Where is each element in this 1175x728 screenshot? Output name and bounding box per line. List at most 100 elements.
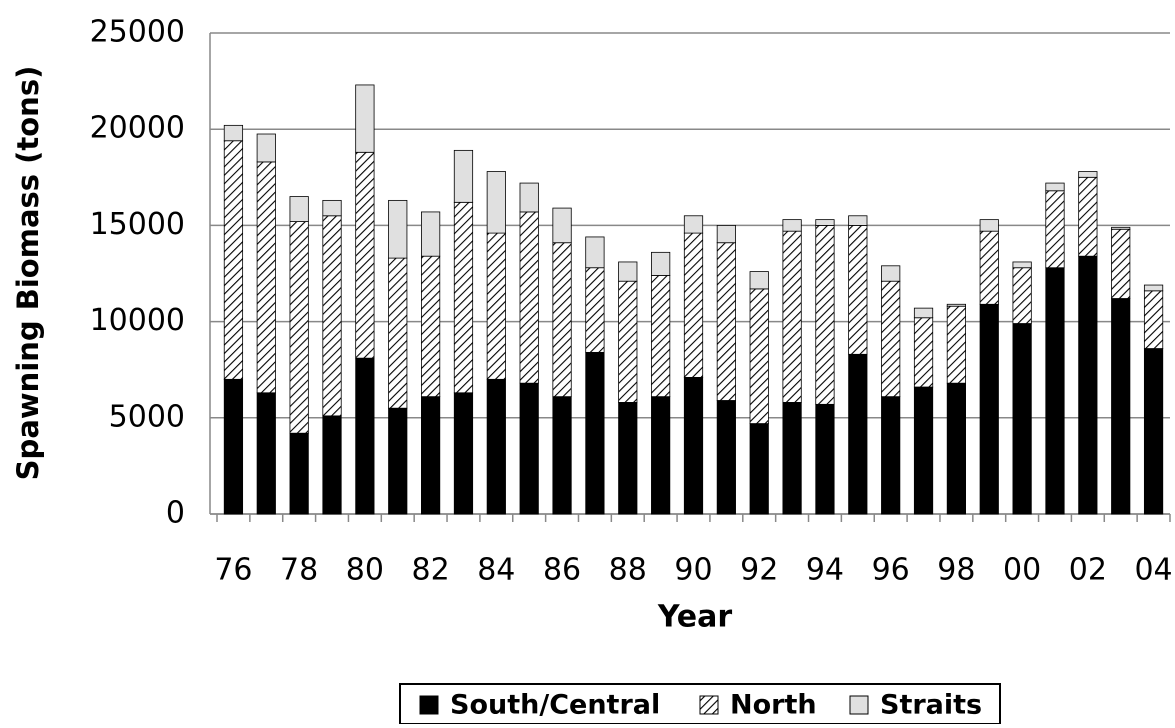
bar-segment — [552, 242, 572, 398]
x-tick-label: 98 — [937, 553, 975, 588]
x-tick-label: 88 — [609, 553, 647, 588]
legend-swatch — [419, 695, 439, 715]
bar-segment — [881, 396, 901, 515]
bar-segment — [486, 171, 506, 234]
bar-segment — [585, 351, 605, 515]
bar-segment — [815, 224, 835, 405]
legend-label: South/Central — [450, 690, 660, 721]
bar-segment — [355, 357, 375, 515]
bar-segment — [815, 219, 835, 226]
bar-segment — [881, 280, 901, 398]
bar-segment — [421, 255, 441, 398]
x-tick-label: 92 — [740, 553, 778, 588]
y-tick-label: 20000 — [90, 111, 185, 146]
bar-segment — [453, 149, 474, 203]
bar-segment — [881, 265, 901, 282]
bar-segment — [913, 386, 934, 515]
bar-segment — [519, 182, 539, 213]
y-tick-label: 0 — [166, 496, 185, 531]
bar-segment — [1045, 182, 1065, 192]
bar-segment — [848, 353, 868, 515]
x-tick-label: 90 — [674, 553, 712, 588]
bar-segment — [322, 415, 342, 515]
bar-segment — [421, 396, 441, 515]
bar-segment — [1045, 267, 1065, 515]
bar-segment — [848, 215, 868, 226]
bar-segment — [1012, 261, 1032, 269]
bar-segment — [256, 161, 276, 394]
x-tick-label: 78 — [280, 553, 318, 588]
bar-segment — [946, 382, 966, 515]
bar-segment — [519, 382, 539, 515]
bar-segment — [749, 271, 769, 290]
bar-segment — [1078, 255, 1098, 515]
x-tick-label: 02 — [1069, 553, 1107, 588]
bar-segment — [256, 392, 276, 515]
bar-segment — [749, 423, 769, 515]
x-tick-label: 76 — [214, 553, 252, 588]
plot: 0 5000 10000 15000 20000 25000 76 78 80 82 84 86 88 9… — [90, 15, 1173, 588]
x-tick-label: 86 — [543, 553, 581, 588]
bar-segment — [223, 378, 244, 515]
bar-segment — [1111, 226, 1131, 230]
bar-segment — [979, 230, 999, 305]
bar-segment — [1143, 290, 1164, 349]
bar-segment — [388, 257, 408, 409]
bar-segment — [453, 201, 474, 394]
x-axis-label: Year — [657, 600, 733, 635]
y-tick-label: 15000 — [90, 207, 185, 242]
bar-segment — [946, 305, 966, 384]
bar-segment — [716, 224, 736, 244]
bar-segment — [782, 219, 802, 232]
bar-segment — [683, 215, 704, 234]
bar-segment — [421, 211, 441, 257]
bar-segment — [913, 317, 934, 388]
bar-segment — [979, 219, 999, 232]
bar-segment — [585, 236, 605, 269]
bar-segment — [1078, 171, 1098, 178]
bar-segment — [552, 207, 572, 244]
bar-segment — [651, 275, 671, 398]
bar-segment — [289, 432, 309, 515]
bar-segment — [946, 303, 966, 307]
bar-segment — [749, 288, 769, 424]
bar-segment — [519, 211, 539, 384]
x-tick-label: 00 — [1003, 553, 1041, 588]
bar-segment — [651, 251, 671, 276]
bar-segment — [618, 261, 638, 282]
bar-segment — [1111, 228, 1131, 299]
legend-label: North — [730, 690, 817, 721]
bar-segment — [355, 151, 375, 359]
legend-swatch — [849, 695, 869, 715]
bar-segment — [618, 280, 638, 403]
bar-segment — [782, 402, 802, 515]
bar-segment — [618, 402, 638, 515]
y-tick-label: 25000 — [90, 15, 185, 50]
bar-segment — [289, 221, 309, 434]
legend: South/Central North Straits — [419, 690, 982, 721]
bar-segment — [388, 199, 408, 259]
bar-segment — [289, 196, 309, 222]
y-tick-label: 10000 — [90, 303, 185, 338]
x-tick-label: 94 — [806, 553, 844, 588]
bar-segment — [552, 396, 572, 515]
bar-segment — [223, 140, 244, 380]
bar-segment — [256, 133, 276, 163]
y-axis-label: Spawning Biomass (tons) — [11, 66, 45, 481]
bar-segment — [1143, 284, 1164, 292]
y-tick-label: 5000 — [109, 399, 185, 434]
bar-segment — [1078, 176, 1098, 257]
bar-segment — [1111, 298, 1131, 515]
bar-segment — [716, 400, 736, 515]
bar-segment — [848, 224, 868, 355]
bar-segment — [355, 84, 375, 153]
bar-segment — [388, 407, 408, 515]
bar-segment — [716, 242, 736, 401]
x-tick-label: 04 — [1134, 553, 1172, 588]
legend-label: Straits — [880, 690, 982, 721]
bar-segment — [1012, 267, 1032, 324]
bar-segment — [782, 230, 802, 403]
bar-segment — [1012, 323, 1032, 515]
